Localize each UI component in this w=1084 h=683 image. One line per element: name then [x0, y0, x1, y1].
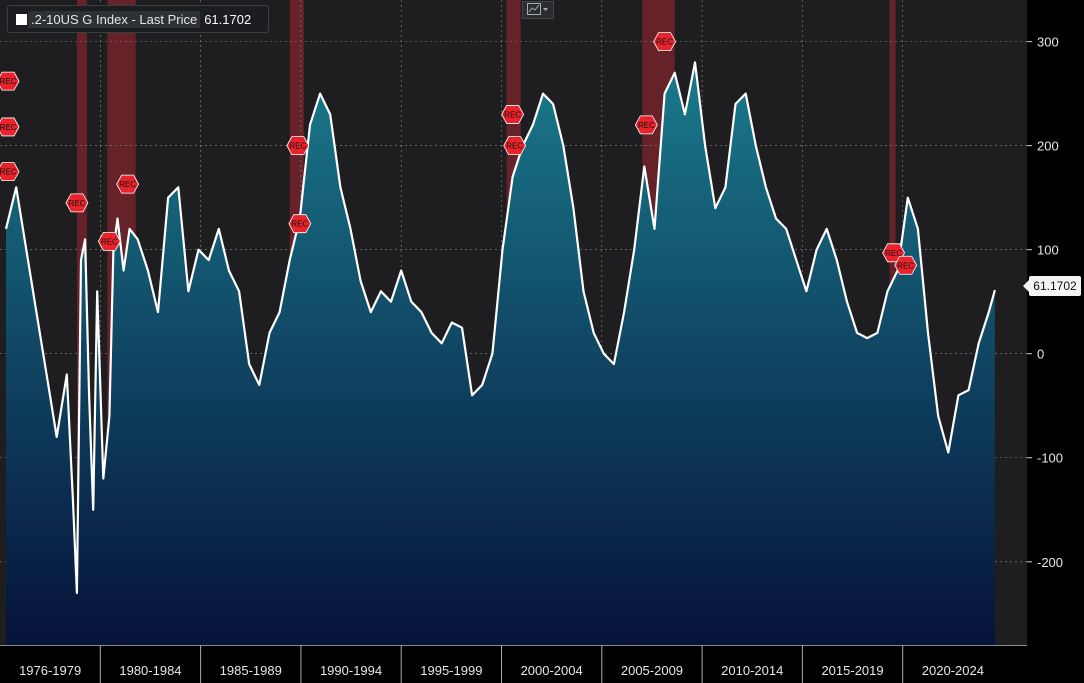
recession-marker-shape — [634, 115, 658, 135]
y-axis-panel — [1027, 0, 1084, 683]
x-tick-label: 1985-1989 — [220, 663, 282, 678]
series-line — [4, 61, 996, 595]
recession-marker-label: REC — [506, 142, 523, 151]
recession-marker-shape — [286, 136, 310, 156]
x-tick-label: 1990-1994 — [320, 663, 382, 678]
recession-marker-label: REC — [0, 168, 17, 177]
recession-marker-shape — [65, 193, 89, 213]
legend-swatch — [16, 13, 27, 25]
recession-marker: REC — [501, 105, 525, 124]
recession-marker-label: REC — [504, 110, 521, 119]
last-price-tag: 61.1702 — [1023, 276, 1081, 296]
y-tick-label: -200 — [1037, 555, 1063, 570]
recession-marker-shape — [0, 117, 20, 137]
recession-marker: REC — [0, 117, 20, 137]
y-tick-label: 100 — [1037, 243, 1059, 258]
x-tick-label: 2005-2009 — [621, 663, 683, 678]
recession-marker-shape — [0, 162, 20, 182]
legend-last-value: 61.1702 — [204, 11, 252, 27]
recession-marker-label: REC — [885, 249, 902, 258]
recession-marker-label: REC — [289, 142, 306, 151]
recession-marker: REC — [286, 136, 310, 156]
recession-marker-label: REC — [0, 123, 17, 132]
recession-marker: REC — [894, 255, 918, 275]
recession-marker: REC — [634, 115, 658, 135]
recession-marker-shape — [894, 255, 918, 275]
recession-marker: REC — [65, 193, 89, 213]
recession-marker: REC — [97, 231, 121, 251]
recession-marker-label: REC — [69, 199, 86, 208]
legend-series-name: .2-10US G Index - Last Price — [28, 10, 201, 28]
x-tick-label: 2000-2004 — [521, 663, 583, 678]
recession-marker: REC — [503, 136, 527, 156]
x-tick-label: 1995-1999 — [420, 663, 482, 678]
x-tick-label: 2015-2019 — [821, 663, 883, 678]
series-area — [6, 62, 995, 645]
recession-marker-label: REC — [291, 220, 308, 229]
y-tick-label: -100 — [1037, 451, 1063, 466]
series-legend[interactable]: .2-10US G Index - Last Price 61.1702 — [7, 5, 269, 33]
y-tick-label: 200 — [1037, 139, 1059, 154]
y-tick-label: 0 — [1037, 347, 1044, 362]
recession-marker: REC — [653, 32, 677, 52]
recession-marker-shape — [501, 105, 525, 124]
line-chart-icon — [527, 2, 549, 18]
y-tick-label: 300 — [1037, 35, 1059, 50]
recession-marker-shape — [503, 136, 527, 156]
recession-marker: REC — [288, 214, 312, 234]
x-axis-panel — [0, 645, 1084, 683]
recession-marker: REC — [116, 174, 140, 194]
recession-marker-shape — [97, 231, 121, 251]
x-tick-label: 1980-1984 — [119, 663, 181, 678]
recession-marker-label: REC — [119, 180, 136, 189]
recession-marker-shape — [653, 32, 677, 52]
recession-marker-label: REC — [0, 77, 17, 86]
recession-marker-shape — [116, 174, 140, 194]
chart-type-selector[interactable] — [522, 1, 554, 19]
recession-marker-label: REC — [897, 261, 914, 270]
recession-marker: REC — [0, 71, 20, 91]
x-tick-label: 2010-2014 — [721, 663, 783, 678]
recession-marker-shape — [0, 71, 20, 91]
x-tick-label: 2020-2024 — [922, 663, 984, 678]
recession-marker-label: REC — [101, 237, 118, 246]
recession-marker-label: REC — [638, 121, 655, 130]
recession-marker-shape — [288, 214, 312, 234]
x-tick-label: 1976-1979 — [19, 663, 81, 678]
recession-marker: REC — [0, 162, 20, 182]
recession-marker-label: REC — [656, 38, 673, 47]
